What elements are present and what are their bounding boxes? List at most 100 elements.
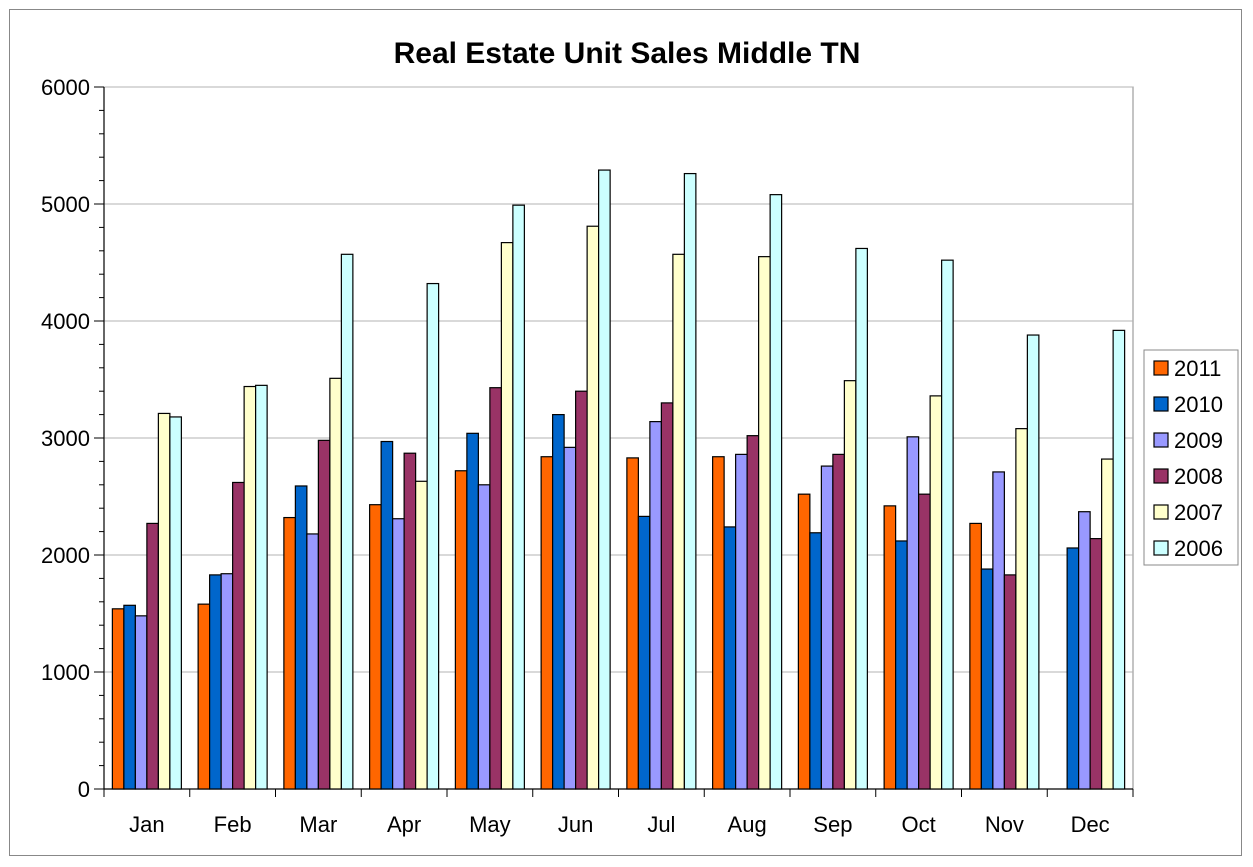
bar-2008-aug [746,435,760,790]
y-tick-label: 1000 [41,660,90,685]
bar-2010-dec [1066,547,1080,790]
bar-2007-feb [243,385,257,790]
bar-2010-jun [552,414,565,790]
bar-2009-oct [906,436,920,790]
x-tick-label: Oct [902,812,936,837]
x-tick-label: Nov [985,812,1024,837]
legend-swatch-2007 [1153,504,1169,520]
bar-2011-may [454,470,468,790]
bar-2009-jul [649,421,662,790]
bar-2008-jul [660,402,674,790]
bar-2006-feb [255,384,268,790]
bar-2010-may [466,432,479,790]
x-tick-label: Sep [813,812,852,837]
bar-2009-dec [1078,511,1091,790]
legend-label-2011: 2011 [1174,356,1221,381]
x-tick-label: Apr [387,812,421,837]
bar-2011-nov [969,522,982,790]
x-tick-label: Aug [728,812,767,837]
x-tick-label: Jun [558,812,593,837]
x-tick-label: Mar [299,812,337,837]
bar-2006-apr [426,282,440,790]
y-tick-label: 0 [78,777,90,802]
bar-2006-jan [169,416,182,790]
y-tick-label: 6000 [41,75,90,100]
bar-2007-jan [157,412,171,790]
bar-2010-aug [723,526,737,790]
bar-2009-mar [306,533,319,790]
bar-2011-oct [883,505,897,790]
y-tick-label: 2000 [41,543,90,568]
bar-2010-oct [895,540,908,790]
bar-2007-nov [1015,428,1028,790]
bar-2008-nov [1003,574,1017,790]
bar-2009-jan [134,615,148,790]
bar-2009-feb [220,573,234,790]
bar-2010-sep [809,532,822,790]
legend-swatch-2008 [1153,468,1169,484]
x-tick-label: May [469,812,511,837]
bar-2007-jul [672,253,685,790]
bar-2011-jan [111,608,125,790]
bar-2006-aug [769,194,783,790]
bar-2009-nov [992,471,1005,790]
bar-2006-dec [1112,329,1126,790]
bar-2006-jun [598,169,611,790]
bar-2010-jan [123,604,136,790]
x-tick-label: Feb [214,812,252,837]
bar-2008-may [489,387,502,790]
bar-2007-oct [929,395,943,790]
bar-2011-feb [197,603,211,790]
bar-2006-oct [941,259,954,790]
legend-box [1143,349,1239,566]
chart-title: Real Estate Unit Sales Middle TN [394,37,861,70]
legend-label-2009: 2009 [1174,428,1223,453]
bar-2011-apr [369,504,382,790]
x-tick-label: Dec [1071,812,1110,837]
bar-2008-sep [832,453,845,790]
bar-2009-aug [735,453,748,790]
bar-2008-oct [918,493,931,790]
bar-2008-apr [403,452,417,790]
bar-2011-jul [626,457,639,790]
bar-2008-feb [232,481,245,790]
legend-swatch-2010 [1153,396,1169,412]
bar-2007-mar [329,377,342,790]
bar-2006-nov [1026,334,1040,790]
legend-label-2007: 2007 [1174,500,1223,525]
bar-2010-feb [209,574,222,790]
bar-2011-mar [283,516,296,790]
bar-2007-jun [586,225,600,790]
bar-2010-mar [294,485,308,790]
x-tick-label: Jan [129,812,164,837]
bar-2009-apr [392,518,405,790]
bar-2007-aug [758,256,771,790]
y-tick-label: 4000 [41,309,90,334]
legend-label-2006: 2006 [1174,536,1223,561]
bar-2011-aug [712,456,725,790]
bar-2009-jun [563,446,577,790]
bar-2007-sep [843,380,857,790]
bar-2011-sep [797,493,811,790]
bar-2008-jan [146,522,159,790]
bar-2010-jul [637,515,651,790]
legend-label-2010: 2010 [1174,392,1223,417]
bar-2009-sep [820,465,834,790]
bar-2006-sep [855,247,868,790]
bar-2007-may [500,242,514,790]
bar-2010-nov [980,568,994,790]
bar-2006-jul [683,172,697,790]
y-tick-label: 5000 [41,192,90,217]
legend: 2011 2010 2009 2008 2007 2006 [1143,349,1239,566]
legend-swatch-2011 [1153,360,1169,376]
bar-2008-dec [1089,538,1103,790]
y-tick-label: 3000 [41,426,90,451]
plot-area: 0 1000 2000 3000 4000 5000 6000 Jan Feb Mar Apr May… [41,75,1134,837]
bar-2007-dec [1101,458,1114,790]
bar-2010-apr [380,440,394,790]
bar-2008-mar [317,439,331,790]
bar-2006-may [512,204,525,790]
legend-label-2008: 2008 [1174,464,1223,489]
bar-2007-apr [415,480,428,790]
